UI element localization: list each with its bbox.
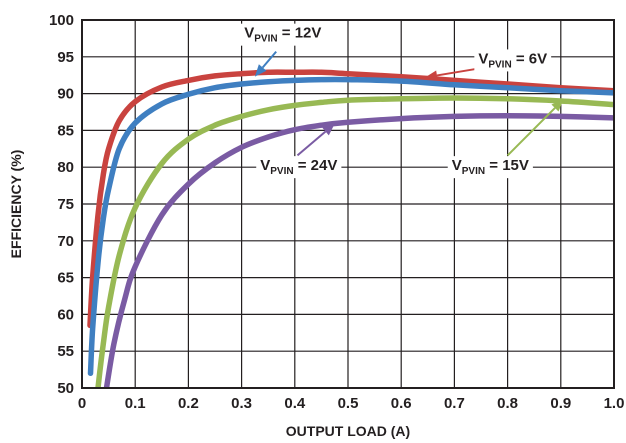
annotation-label: VPVIN = 12V	[244, 25, 321, 45]
series-line-24v	[103, 112, 614, 388]
annotation-arrow	[296, 130, 327, 157]
series-line-15v	[95, 95, 614, 388]
y-tick-label: 80	[57, 159, 74, 176]
x-tick-label: 0.7	[444, 395, 465, 412]
x-tick-label: 0.3	[231, 395, 252, 412]
y-tick-label: 55	[57, 343, 74, 360]
annotation-arrowhead	[425, 70, 438, 81]
x-tick-label: 1.0	[604, 395, 625, 412]
x-tick-label: 0.5	[338, 395, 359, 412]
y-tick-label: 50	[57, 380, 74, 397]
tick-labels: 0 0.1 0.2 0.3 0.4 0.5 0.6 0.7 0.8 0.9 1.0 50 55 60 65 7…	[49, 12, 624, 412]
y-tick-label: 70	[57, 233, 74, 250]
series-group	[87, 69, 614, 388]
x-tick-label: 0.2	[178, 395, 199, 412]
annotation-label-bg	[447, 156, 533, 179]
x-tick-label: 0.4	[284, 395, 306, 412]
y-tick-label: 100	[49, 12, 74, 29]
y-tick-label: 95	[57, 49, 74, 66]
annotation-label: VPVIN = 15V	[452, 157, 529, 177]
y-tick-label: 75	[57, 196, 74, 213]
annotation-arrowhead	[551, 99, 564, 112]
series-line-12v	[87, 76, 614, 377]
annotation-label: VPVIN = 24V	[260, 157, 337, 177]
x-axis-title: OUTPUT LOAD (A)	[286, 423, 410, 439]
annotation-label-bg	[256, 156, 342, 179]
annotation-arrow	[261, 51, 277, 69]
y-tick-label: 85	[57, 122, 74, 139]
plot-frame	[81, 19, 615, 389]
y-axis-title: EFFICIENCY (%)	[8, 150, 24, 259]
x-tick-label: 0.6	[391, 395, 412, 412]
series-line-6v	[87, 69, 614, 329]
annotation-arrowhead	[254, 64, 267, 77]
y-tick-label: 90	[57, 86, 74, 103]
annotation-arrow	[436, 67, 479, 77]
annotation-label-bg	[474, 49, 552, 72]
x-tick-label: 0.8	[497, 395, 518, 412]
annotation-label: VPVIN = 6V	[478, 50, 547, 70]
annotations-group: VPVIN = 12V VPVIN = 6V VPVIN = 24V VPVIN = …	[240, 23, 564, 179]
x-tick-label: 0.9	[550, 395, 571, 412]
y-tick-label: 65	[57, 270, 74, 287]
x-tick-label: 0	[78, 395, 86, 412]
annotation-label-bg	[240, 23, 326, 46]
y-tick-label: 60	[57, 306, 74, 323]
x-tick-label: 0.1	[125, 395, 146, 412]
annotation-arrowhead	[322, 123, 335, 136]
annotation-arrow	[506, 107, 556, 157]
